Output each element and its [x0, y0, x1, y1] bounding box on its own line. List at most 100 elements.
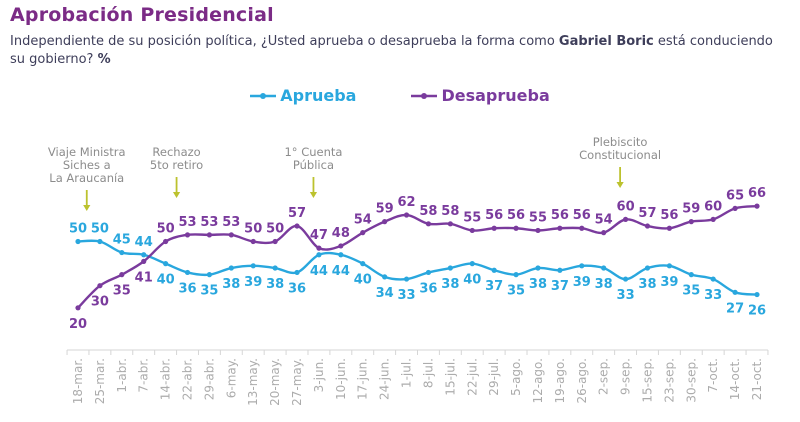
desaprueba-point — [228, 232, 234, 238]
aprueba-value-label: 40 — [354, 273, 372, 288]
aprueba-point — [338, 252, 344, 258]
x-axis-label: 23-sep. — [662, 358, 676, 403]
aprueba-value-label: 35 — [682, 284, 700, 299]
aprueba-value-label: 40 — [157, 273, 175, 288]
desaprueba-point — [382, 219, 388, 225]
aprueba-point — [535, 265, 541, 271]
desaprueba-point — [294, 223, 300, 229]
x-axis-label: 14-oct. — [728, 358, 742, 400]
aprueba-point — [272, 265, 278, 271]
desaprueba-value-label: 50 — [157, 222, 175, 237]
aprueba-value-label: 39 — [660, 275, 678, 290]
aprueba-value-label: 38 — [441, 277, 459, 292]
aprueba-point — [644, 265, 651, 271]
desaprueba-point — [141, 258, 147, 264]
desaprueba-point — [272, 238, 278, 245]
legend-label: Desaprueba — [441, 86, 550, 105]
aprueba-point — [163, 261, 169, 267]
desaprueba-value-label: 57 — [288, 206, 306, 221]
aprueba-value-label: 39 — [573, 275, 591, 290]
desaprueba-point — [710, 216, 716, 222]
aprueba-value-label: 33 — [704, 288, 722, 303]
desaprueba-value-label: 58 — [419, 204, 437, 219]
desaprueba-value-label: 41 — [135, 270, 153, 285]
aprueba-value-label: 37 — [485, 279, 503, 294]
aprueba-point — [754, 291, 760, 298]
aprueba-value-label: 35 — [200, 284, 218, 299]
aprueba-value-label: 38 — [638, 277, 656, 292]
aprueba-value-label: 44 — [332, 264, 350, 279]
x-axis-label: 7-abr. — [137, 358, 151, 393]
desaprueba-point — [732, 205, 738, 211]
desaprueba-point — [644, 223, 651, 229]
desaprueba-point — [579, 225, 585, 231]
aprueba-value-label: 36 — [419, 281, 437, 296]
aprueba-value-label: 27 — [726, 301, 744, 316]
x-axis-label: 21-oct. — [750, 358, 764, 400]
desaprueba-value-label: 54 — [354, 213, 372, 228]
aprueba-value-label: 38 — [595, 277, 613, 292]
desaprueba-value-label: 66 — [748, 186, 766, 201]
aprueba-point — [710, 276, 716, 282]
aprueba-value-label: 33 — [617, 288, 635, 303]
desaprueba-point — [206, 232, 213, 238]
aprueba-value-label: 36 — [288, 281, 306, 296]
percent-sign: % — [97, 52, 111, 68]
aprueba-point — [119, 249, 125, 256]
header: Aprobación Presidencial Independiente de… — [10, 4, 792, 69]
aprueba-point — [732, 289, 738, 295]
aprueba-value-label: 50 — [69, 222, 87, 237]
aprueba-point — [184, 269, 191, 276]
aprueba-value-label: 33 — [398, 288, 416, 303]
aprueba-value-label: 38 — [222, 277, 240, 292]
desaprueba-point — [447, 221, 453, 227]
desaprueba-value-label: 56 — [485, 208, 503, 223]
desaprueba-value-label: 58 — [441, 204, 459, 219]
aprueba-point — [97, 238, 103, 245]
x-axis-label: 5-ago. — [509, 358, 523, 396]
x-axis-label: 17-jun. — [356, 358, 370, 400]
aprueba-point — [316, 252, 322, 258]
aprueba-value-label: 44 — [310, 264, 328, 279]
annotation-text: La Araucanía — [49, 171, 124, 185]
aprueba-point — [403, 276, 410, 282]
x-axis-label: 3-jun. — [312, 358, 326, 392]
x-axis-label: 19-ago. — [553, 358, 567, 404]
desaprueba-point — [622, 216, 629, 222]
aprueba-point — [513, 272, 519, 278]
aprueba-value-label: 38 — [266, 277, 284, 292]
x-axis-label: 15-sep. — [640, 358, 654, 403]
aprueba-point — [250, 263, 256, 269]
desaprueba-point — [75, 305, 81, 311]
x-axis-label: 10-jun. — [334, 358, 348, 400]
desaprueba-point — [601, 230, 607, 236]
aprueba-point — [688, 272, 694, 278]
question-text-mid: está conduciendo su gobierno? — [10, 34, 773, 68]
aprueba-value-label: 36 — [178, 281, 196, 296]
aprueba-value-label: 45 — [113, 233, 131, 248]
legend-line-marker-icon — [411, 92, 438, 99]
desaprueba-point — [666, 225, 672, 231]
desaprueba-value-label: 55 — [463, 210, 481, 225]
desaprueba-value-label: 56 — [507, 208, 525, 223]
aprueba-point — [382, 274, 388, 280]
desaprueba-point — [163, 238, 169, 245]
desaprueba-value-label: 53 — [178, 215, 196, 230]
desaprueba-point — [513, 225, 519, 231]
legend-line-marker-icon — [250, 92, 277, 99]
aprueba-point — [228, 265, 234, 271]
x-axis-label: 24-jun. — [378, 358, 392, 400]
desaprueba-value-label: 53 — [200, 215, 218, 230]
survey-question: Independiente de su posición política, ¿… — [10, 33, 792, 69]
aprueba-point — [294, 269, 300, 276]
desaprueba-point — [535, 227, 541, 234]
aprueba-value-label: 39 — [244, 275, 262, 290]
x-axis-label: 1-jul. — [400, 358, 414, 388]
desaprueba-point — [754, 203, 760, 209]
desaprueba-value-label: 47 — [310, 228, 328, 243]
aprueba-value-label: 44 — [135, 235, 153, 250]
desaprueba-point — [97, 283, 103, 289]
question-text-lead: Independiente de su posición política, ¿… — [10, 34, 559, 49]
desaprueba-value-label: 57 — [638, 206, 656, 221]
